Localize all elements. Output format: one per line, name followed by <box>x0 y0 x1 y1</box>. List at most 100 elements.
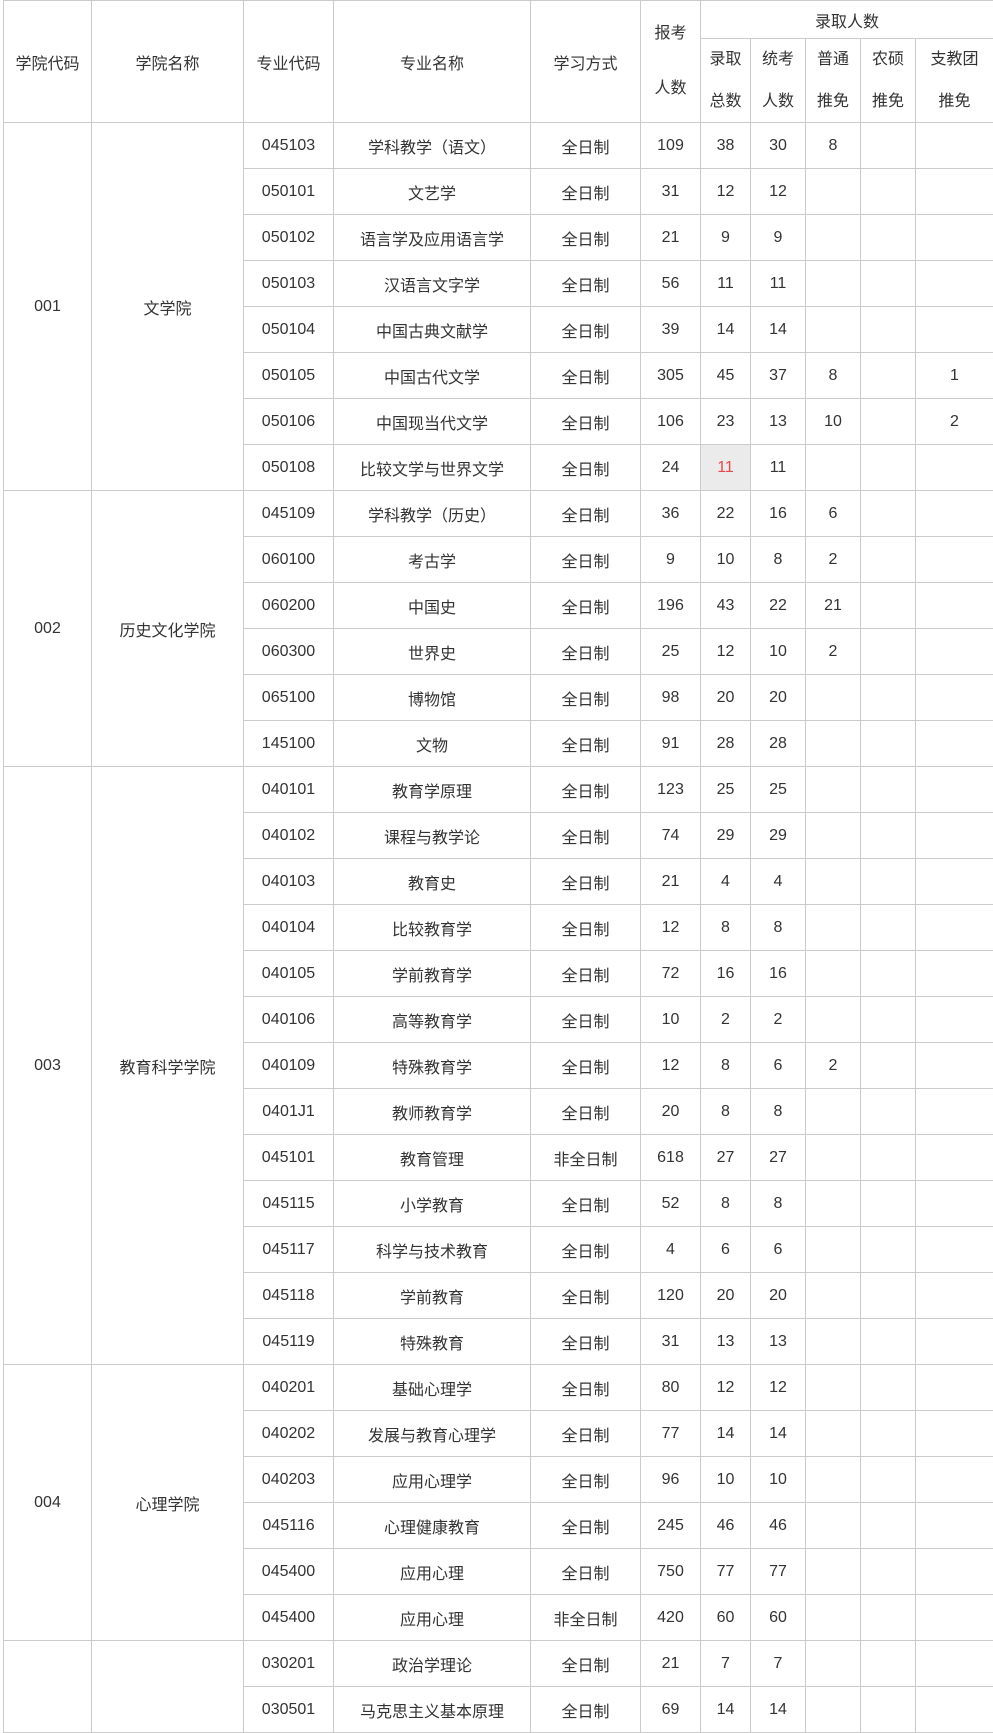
study-mode-cell: 全日制 <box>531 905 641 951</box>
study-mode-cell: 全日制 <box>531 1227 641 1273</box>
study-mode-cell: 全日制 <box>531 169 641 215</box>
support-team-exempt-cell <box>916 813 993 859</box>
study-mode-cell: 全日制 <box>531 813 641 859</box>
rural-exempt-cell <box>861 1089 916 1135</box>
study-mode-cell: 全日制 <box>531 399 641 445</box>
admit-total-cell: 8 <box>701 1089 751 1135</box>
major-code-cell: 040106 <box>244 997 334 1043</box>
header-major-name: 专业名称 <box>334 1 531 123</box>
study-mode-cell: 全日制 <box>531 1503 641 1549</box>
applicants-cell: 305 <box>641 353 701 399</box>
support-team-exempt-cell <box>916 1411 993 1457</box>
applicants-cell: 123 <box>641 767 701 813</box>
unified-count-cell: 6 <box>751 1043 806 1089</box>
rural-exempt-cell <box>861 721 916 767</box>
rural-exempt-cell <box>861 1595 916 1641</box>
header-row-1: 学院代码学院名称专业代码专业名称学习方式报考人数录取人数 <box>4 1 993 39</box>
support-team-exempt-cell <box>916 445 993 491</box>
applicants-cell: 109 <box>641 123 701 169</box>
rural-exempt-cell <box>861 997 916 1043</box>
rural-exempt-cell <box>861 1273 916 1319</box>
unified-count-cell: 10 <box>751 1457 806 1503</box>
unified-count-cell: 11 <box>751 445 806 491</box>
admit-total-cell: 20 <box>701 1273 751 1319</box>
regular-exempt-cell <box>806 905 861 951</box>
study-mode-cell: 全日制 <box>531 767 641 813</box>
support-team-exempt-cell <box>916 1503 993 1549</box>
rural-exempt-cell <box>861 1319 916 1365</box>
major-name-cell: 基础心理学 <box>334 1365 531 1411</box>
unified-count-cell: 13 <box>751 1319 806 1365</box>
study-mode-cell: 全日制 <box>531 675 641 721</box>
rural-exempt-cell <box>861 629 916 675</box>
applicants-cell: 196 <box>641 583 701 629</box>
support-team-exempt-cell <box>916 767 993 813</box>
major-name-cell: 特殊教育 <box>334 1319 531 1365</box>
regular-exempt-cell <box>806 1089 861 1135</box>
support-team-exempt-cell <box>916 1365 993 1411</box>
regular-exempt-cell <box>806 261 861 307</box>
header-support-team-exempt: 支教团推免 <box>916 39 993 123</box>
rural-exempt-cell <box>861 1135 916 1181</box>
admit-total-cell: 11 <box>701 445 751 491</box>
study-mode-cell: 全日制 <box>531 1687 641 1733</box>
study-mode-cell: 全日制 <box>531 1089 641 1135</box>
college-code-cell: 001 <box>4 123 92 491</box>
major-code-cell: 040203 <box>244 1457 334 1503</box>
support-team-exempt-cell <box>916 261 993 307</box>
regular-exempt-cell <box>806 1595 861 1641</box>
major-code-cell: 030501 <box>244 1687 334 1733</box>
support-team-exempt-cell <box>916 1043 993 1089</box>
regular-exempt-cell: 2 <box>806 537 861 583</box>
unified-count-cell: 8 <box>751 1181 806 1227</box>
applicants-cell: 39 <box>641 307 701 353</box>
regular-exempt-cell <box>806 215 861 261</box>
major-name-cell: 中国史 <box>334 583 531 629</box>
unified-count-cell: 16 <box>751 491 806 537</box>
college-code-cell <box>4 1641 92 1733</box>
support-team-exempt-cell: 1 <box>916 353 993 399</box>
unified-count-cell: 20 <box>751 675 806 721</box>
unified-count-cell: 12 <box>751 169 806 215</box>
rural-exempt-cell <box>861 261 916 307</box>
regular-exempt-cell <box>806 1549 861 1595</box>
major-name-cell: 学前教育学 <box>334 951 531 997</box>
admit-total-cell: 8 <box>701 905 751 951</box>
unified-count-cell: 4 <box>751 859 806 905</box>
applicants-cell: 245 <box>641 1503 701 1549</box>
study-mode-cell: 全日制 <box>531 583 641 629</box>
major-code-cell: 045103 <box>244 123 334 169</box>
support-team-exempt-cell: 2 <box>916 399 993 445</box>
study-mode-cell: 全日制 <box>531 1319 641 1365</box>
support-team-exempt-cell <box>916 1457 993 1503</box>
major-code-cell: 040101 <box>244 767 334 813</box>
rural-exempt-cell <box>861 1457 916 1503</box>
unified-count-cell: 20 <box>751 1273 806 1319</box>
major-name-cell: 高等教育学 <box>334 997 531 1043</box>
college-code-cell: 004 <box>4 1365 92 1641</box>
rural-exempt-cell <box>861 583 916 629</box>
unified-count-cell: 8 <box>751 537 806 583</box>
major-code-cell: 045118 <box>244 1273 334 1319</box>
study-mode-cell: 全日制 <box>531 629 641 675</box>
header-unified-count: 统考人数 <box>751 39 806 123</box>
regular-exempt-cell <box>806 997 861 1043</box>
support-team-exempt-cell <box>916 1181 993 1227</box>
study-mode-cell: 全日制 <box>531 307 641 353</box>
support-team-exempt-cell <box>916 1595 993 1641</box>
unified-count-cell: 10 <box>751 629 806 675</box>
support-team-exempt-cell <box>916 1549 993 1595</box>
rural-exempt-cell <box>861 951 916 997</box>
study-mode-cell: 全日制 <box>531 261 641 307</box>
admit-total-cell: 27 <box>701 1135 751 1181</box>
admit-total-cell: 14 <box>701 307 751 353</box>
unified-count-cell: 27 <box>751 1135 806 1181</box>
study-mode-cell: 全日制 <box>531 445 641 491</box>
header-rural-exempt: 农硕推免 <box>861 39 916 123</box>
major-name-cell: 比较教育学 <box>334 905 531 951</box>
support-team-exempt-cell <box>916 215 993 261</box>
header-admitted-group: 录取人数 <box>701 1 993 39</box>
admit-total-cell: 25 <box>701 767 751 813</box>
regular-exempt-cell <box>806 169 861 215</box>
